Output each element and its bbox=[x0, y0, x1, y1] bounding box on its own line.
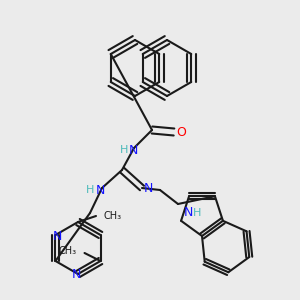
Text: CH₃: CH₃ bbox=[104, 211, 122, 221]
Text: H: H bbox=[193, 208, 202, 218]
Text: O: O bbox=[176, 125, 186, 139]
Text: N: N bbox=[71, 268, 81, 281]
Text: CH₃: CH₃ bbox=[58, 246, 76, 256]
Text: H: H bbox=[120, 145, 128, 155]
Text: N: N bbox=[95, 184, 105, 196]
Text: H: H bbox=[86, 185, 94, 195]
Text: N: N bbox=[53, 230, 62, 242]
Text: N: N bbox=[184, 206, 194, 219]
Text: N: N bbox=[143, 182, 153, 194]
Text: N: N bbox=[128, 143, 138, 157]
